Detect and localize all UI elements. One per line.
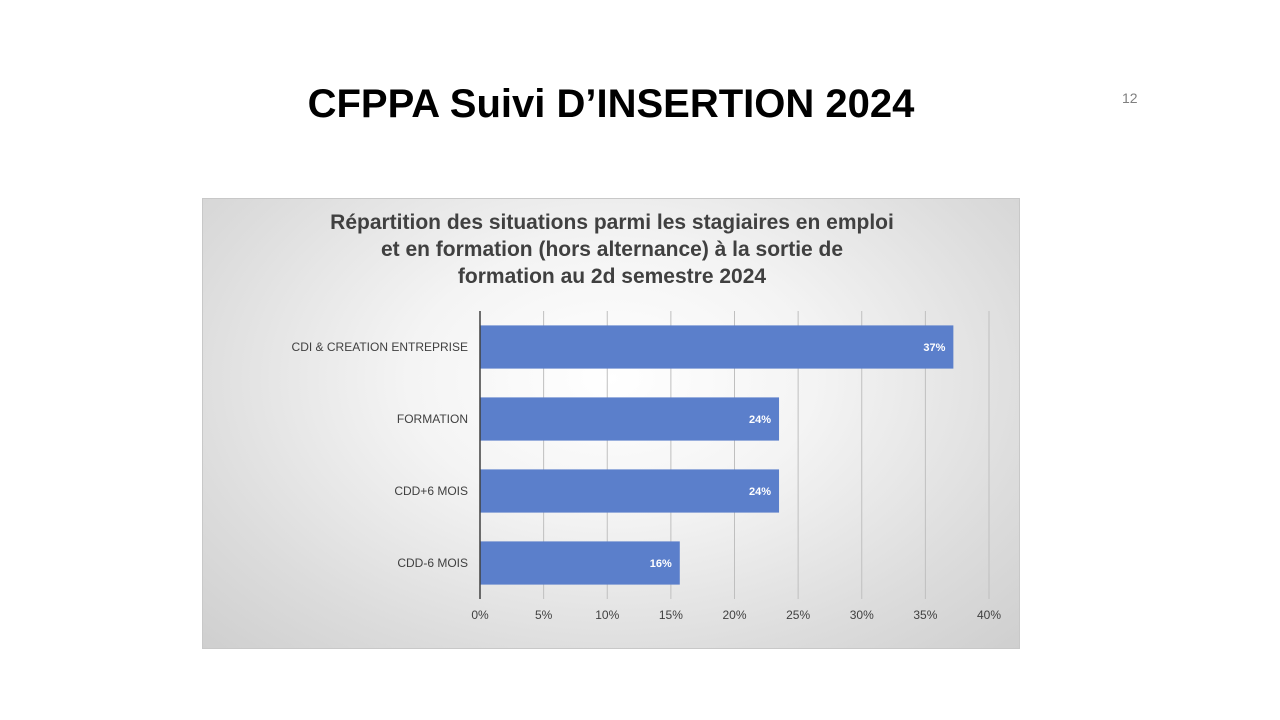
x-tick-label: 10%: [595, 608, 619, 622]
bar: [480, 469, 780, 513]
slide-number: 12: [1122, 90, 1138, 106]
bar-data-label: 37%: [923, 342, 945, 354]
chart-title: Répartition des situations parmi les sta…: [263, 209, 961, 290]
bar-chart: 0% 5% 10% 15% 20% 25% 30% 35% 40% 37% CDI & CREATI…: [292, 311, 1001, 622]
chart-title-line-2: et en formation (hors alternance) à la s…: [380, 238, 844, 261]
bar: [480, 397, 780, 441]
slide-title: CFPPA Suivi D’INSERTION 2024: [307, 82, 915, 126]
x-tick-label: 15%: [659, 608, 683, 622]
category-label: CDI & CREATION ENTREPRISE: [292, 340, 468, 354]
category-label: FORMATION: [397, 412, 468, 426]
x-tick-label: 35%: [913, 608, 937, 622]
bar-data-label: 24%: [749, 414, 771, 426]
x-tick-label: 40%: [977, 608, 1001, 622]
x-tick-label: 5%: [535, 608, 553, 622]
x-tick-label: 30%: [850, 608, 874, 622]
chart-title-line-1: Répartition des situations parmi les sta…: [330, 211, 894, 234]
chart-title-line-3: formation au 2d semestre 2024: [457, 265, 767, 288]
x-tick-label: 25%: [786, 608, 810, 622]
bar: [480, 325, 954, 369]
x-tick-label: 20%: [722, 608, 746, 622]
bar-data-label: 16%: [650, 558, 672, 570]
category-label: CDD+6 MOIS: [394, 484, 468, 498]
bar: [480, 541, 680, 585]
category-label: CDD-6 MOIS: [397, 556, 468, 570]
chart-frame: Répartition des situations parmi les sta…: [202, 198, 1020, 649]
bar-data-label: 24%: [749, 486, 771, 498]
x-tick-label: 0%: [471, 608, 489, 622]
